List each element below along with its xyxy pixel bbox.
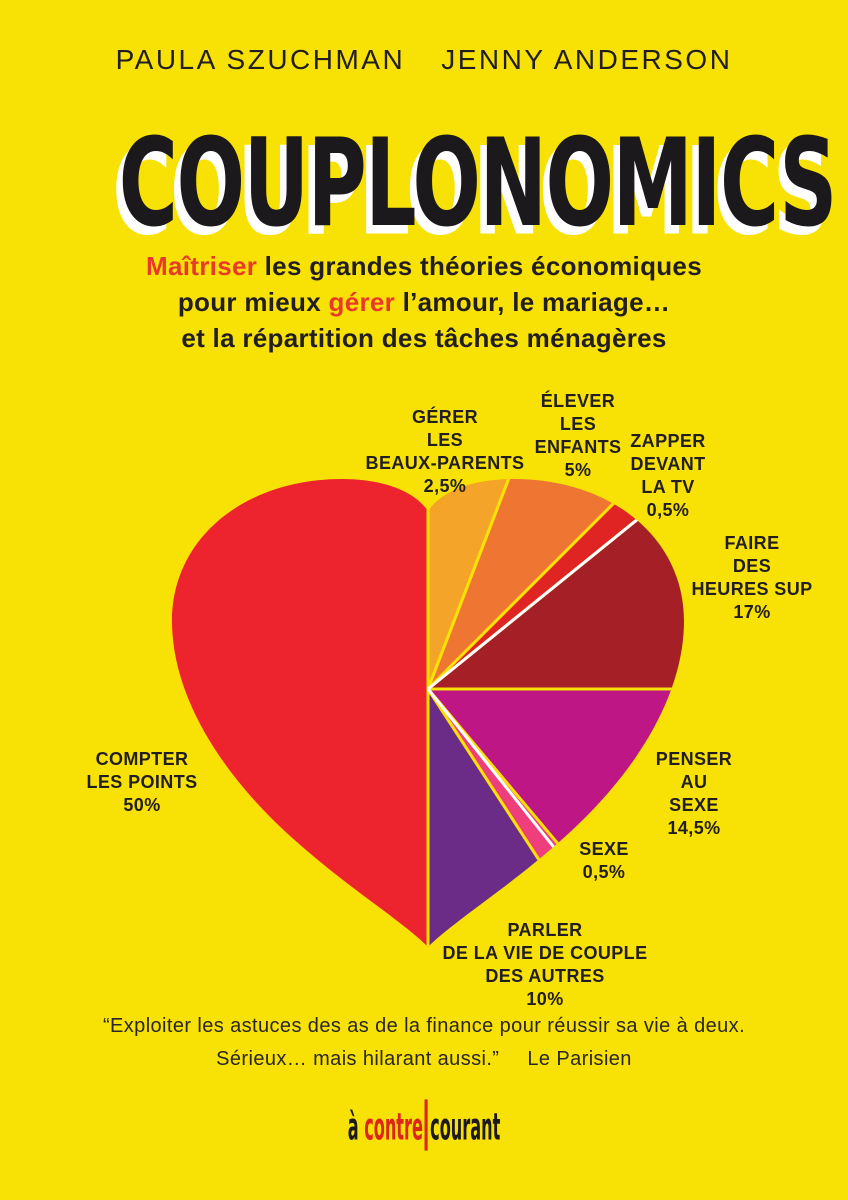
pie-separator-line-1 bbox=[427, 479, 684, 691]
pie-slice-2 bbox=[426, 479, 684, 691]
slice-value: 5% bbox=[564, 460, 592, 480]
subtitle-text: l’amour, le mariage… bbox=[402, 287, 671, 317]
heart-pie-chart bbox=[172, 479, 684, 947]
quote-line-2: Sérieux… mais hilarant aussi.” Le Parisie… bbox=[0, 1043, 848, 1076]
slice-label-line: DES bbox=[732, 556, 772, 576]
slice-label-line: PENSER bbox=[655, 749, 733, 769]
pie-slice-8 bbox=[172, 479, 430, 947]
slice-label-line: ENFANTS bbox=[534, 437, 622, 457]
slice-label-line: LES POINTS bbox=[86, 772, 198, 792]
slice-value: 2,5% bbox=[423, 476, 467, 496]
slice-label-line: ÉLEVER bbox=[540, 391, 616, 411]
review-quote: “Exploiter les astuces des as de la fina… bbox=[0, 1010, 848, 1076]
slice-label-line: AU bbox=[680, 772, 708, 792]
subtitle-accent-word: Maîtriser bbox=[146, 251, 265, 281]
subtitle-text: et la répartition des tâches ménagères bbox=[181, 323, 667, 353]
pie-label-8: COMPTER LES POINTS 50% bbox=[86, 748, 197, 817]
publisher-divider-bar bbox=[424, 1099, 428, 1151]
publisher-part-contre: contre bbox=[364, 1105, 423, 1150]
pie-separator-line-2 bbox=[426, 688, 684, 947]
pie-label-6: SEXE 0,5% bbox=[579, 838, 629, 884]
quote-line-1: “Exploiter les astuces des as de la fina… bbox=[102, 1015, 746, 1037]
author-name-1: PAULA SZUCHMAN bbox=[115, 44, 406, 75]
pie-label-7: PARLER DE LA VIE DE COUPLE DES AUTRES 10% bbox=[443, 919, 648, 1011]
slice-value: 0,5% bbox=[582, 862, 626, 882]
pie-label-1: GÉRER LES BEAUX-PARENTS 2,5% bbox=[366, 406, 525, 498]
subtitle-text: pour mieux bbox=[177, 287, 329, 317]
quote-line-2-text: Sérieux… mais hilarant aussi.” bbox=[216, 1048, 500, 1070]
pie-label-2: ÉLEVER LES ENFANTS 5% bbox=[535, 390, 622, 482]
pie-slice-6 bbox=[426, 688, 684, 947]
book-title: COUPLONOMICS bbox=[118, 113, 838, 255]
pie-label-4: FAIRE DES HEURES SUP 17% bbox=[691, 532, 812, 624]
slice-label-line: SEXE bbox=[579, 839, 629, 859]
author-line: PAULA SZUCHMAN JENNY ANDERSON bbox=[0, 44, 848, 76]
slice-label-line: DE LA VIE DE COUPLE bbox=[442, 943, 648, 963]
subtitle-line-3: et la répartition des tâches ménagères bbox=[0, 320, 848, 356]
slice-label-line: DES AUTRES bbox=[485, 966, 605, 986]
pie-label-5: PENSER AU SEXE 14,5% bbox=[656, 748, 732, 840]
slice-label-line: LES bbox=[559, 414, 597, 434]
author-name-2: JENNY ANDERSON bbox=[441, 44, 733, 75]
slice-value: 50% bbox=[123, 795, 161, 815]
slice-label-line: LES bbox=[426, 430, 464, 450]
pie-slice-1 bbox=[426, 479, 681, 690]
quote-source: Le Parisien bbox=[527, 1048, 632, 1070]
subtitle-text: les grandes théories économiques bbox=[264, 251, 702, 281]
slice-label-line: DEVANT bbox=[630, 454, 706, 474]
slice-label-line: BEAUX-PARENTS bbox=[365, 453, 525, 473]
pie-slice-3 bbox=[426, 479, 684, 691]
publisher-logo: à contre courant bbox=[204, 1099, 645, 1151]
pie-label-3: ZAPPER DEVANT LA TV 0,5% bbox=[630, 430, 705, 522]
slice-label-line: FAIRE bbox=[724, 533, 780, 553]
slice-label-line: COMPTER bbox=[95, 749, 189, 769]
publisher-part-courant: courant bbox=[430, 1105, 501, 1150]
subtitle-line-2: pour mieux gérer l’amour, le mariage… bbox=[0, 284, 848, 320]
book-subtitle: Maîtriser les grandes théories économiqu… bbox=[0, 248, 848, 356]
subtitle-line-1: Maîtriser les grandes théories économiqu… bbox=[0, 248, 848, 284]
slice-label-line: GÉRER bbox=[411, 407, 479, 427]
slice-label-line: LA TV bbox=[641, 477, 695, 497]
slice-label-line: HEURES SUP bbox=[691, 579, 813, 599]
subtitle-accent-word: gérer bbox=[328, 287, 403, 317]
slice-label-line: ZAPPER bbox=[630, 431, 706, 451]
slice-label-line: PARLER bbox=[507, 920, 583, 940]
pie-slice-7 bbox=[426, 683, 684, 947]
slice-value: 17% bbox=[733, 602, 771, 622]
slice-value: 0,5% bbox=[646, 500, 690, 520]
publisher-part-a: à bbox=[347, 1105, 365, 1150]
slice-value: 10% bbox=[526, 989, 564, 1009]
slice-label-line: SEXE bbox=[669, 795, 719, 815]
slice-value: 14,5% bbox=[667, 818, 721, 838]
pie-slice-4 bbox=[423, 479, 684, 691]
